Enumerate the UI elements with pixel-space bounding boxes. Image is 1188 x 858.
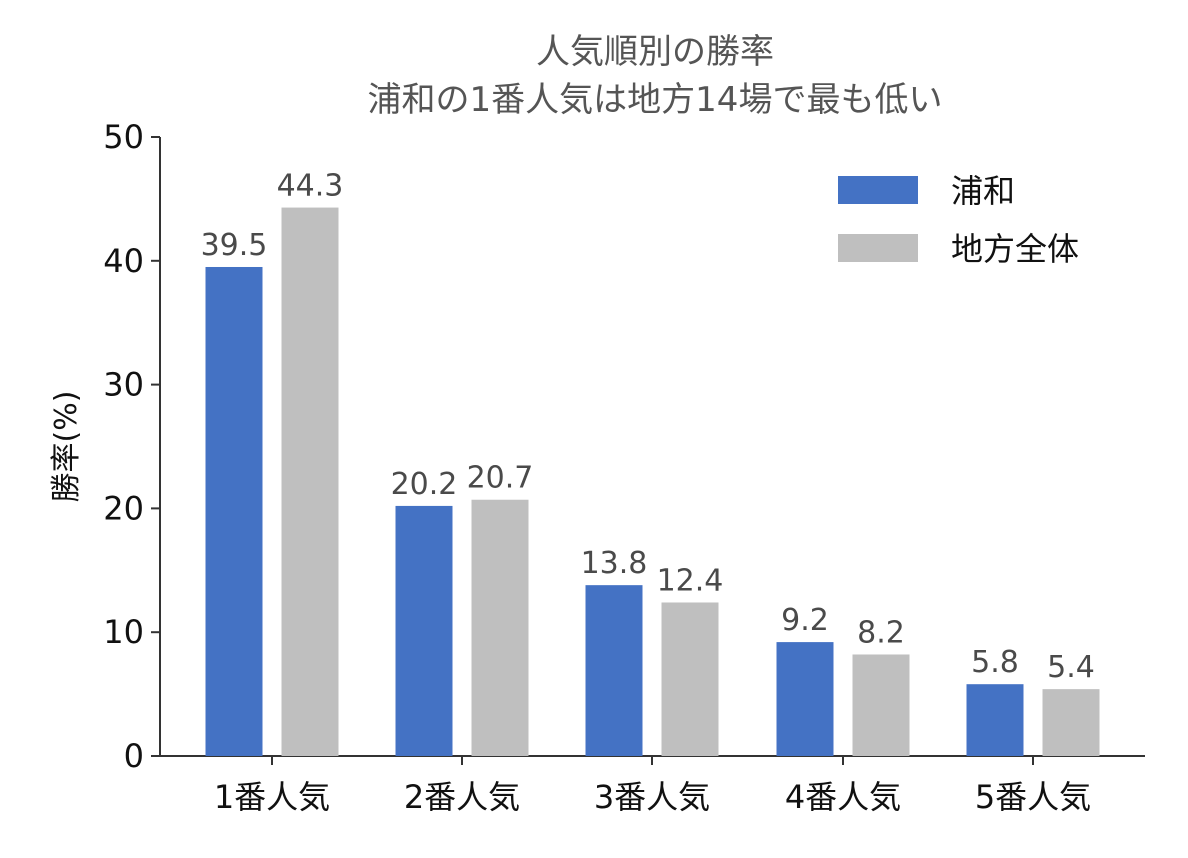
bar-chiho-1 bbox=[281, 207, 339, 757]
x-tick-label: 1番人気 bbox=[214, 778, 330, 816]
bars-layer bbox=[205, 207, 1100, 757]
x-tick-label: 4番人気 bbox=[785, 778, 901, 816]
chart-title: 人気順別の勝率 浦和の1番人気は地方14場で最も低い bbox=[0, 28, 1188, 124]
data-label: 8.2 bbox=[857, 615, 905, 650]
bar-chiho-5 bbox=[1042, 689, 1100, 756]
chart-title-line-2: 浦和の1番人気は地方14場で最も低い bbox=[367, 80, 943, 120]
x-tick-label: 3番人気 bbox=[594, 778, 710, 816]
axes-layer: 0 10 20 30 40 50 勝率(%) 1番人気 2番人気 3番人気 4番人気 5番人気 bbox=[49, 118, 1145, 816]
data-label: 39.5 bbox=[201, 228, 268, 263]
y-tick-label: 0 bbox=[124, 737, 144, 775]
y-axis-label: 勝率(%) bbox=[49, 391, 84, 503]
x-tick-label: 2番人気 bbox=[404, 778, 520, 816]
bar-chiho-4 bbox=[852, 654, 910, 756]
data-label: 5.8 bbox=[971, 645, 1019, 680]
data-label: 13.8 bbox=[581, 546, 648, 581]
bar-urawa-4 bbox=[776, 642, 834, 756]
y-tick-label: 20 bbox=[103, 489, 144, 527]
legend-swatch bbox=[838, 234, 918, 262]
bar-chiho-3 bbox=[661, 602, 719, 756]
data-label: 12.4 bbox=[657, 563, 724, 598]
y-tick-label: 50 bbox=[103, 118, 144, 156]
chart-title-line-1: 人気順別の勝率 bbox=[536, 32, 774, 72]
x-tick-label: 5番人気 bbox=[975, 778, 1091, 816]
y-tick-label: 40 bbox=[103, 242, 144, 280]
data-label: 5.4 bbox=[1047, 650, 1095, 685]
legend-label: 地方全体 bbox=[951, 230, 1079, 268]
labels-layer: 39.5 44.3 20.2 20.7 13.8 12.4 9.2 8.2 5.8 5.4 bbox=[201, 169, 1095, 686]
data-label: 9.2 bbox=[781, 603, 829, 638]
legend-swatch bbox=[838, 176, 918, 204]
bar-urawa-5 bbox=[966, 684, 1024, 756]
y-tick-label: 10 bbox=[103, 613, 144, 651]
bar-urawa-2 bbox=[395, 505, 453, 756]
data-label: 20.2 bbox=[391, 467, 458, 502]
bar-chiho-2 bbox=[471, 499, 529, 756]
legend-label: 浦和 bbox=[951, 172, 1015, 210]
bar-urawa-1 bbox=[205, 266, 263, 756]
y-tick-label: 30 bbox=[103, 366, 144, 404]
data-label: 20.7 bbox=[467, 461, 534, 496]
bar-urawa-3 bbox=[585, 585, 643, 756]
data-label: 44.3 bbox=[277, 169, 344, 204]
